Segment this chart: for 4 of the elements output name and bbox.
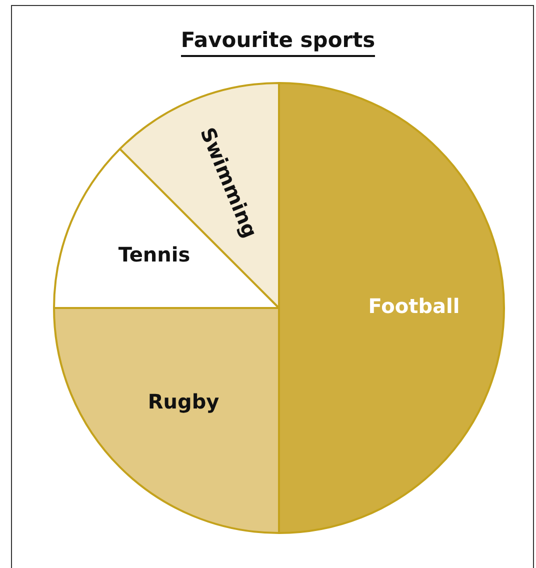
chart-title: Favourite sports [180, 28, 376, 57]
slice-label: Rugby [148, 390, 220, 414]
slice-label: Football [368, 294, 460, 318]
slice-label: Tennis [118, 242, 190, 267]
